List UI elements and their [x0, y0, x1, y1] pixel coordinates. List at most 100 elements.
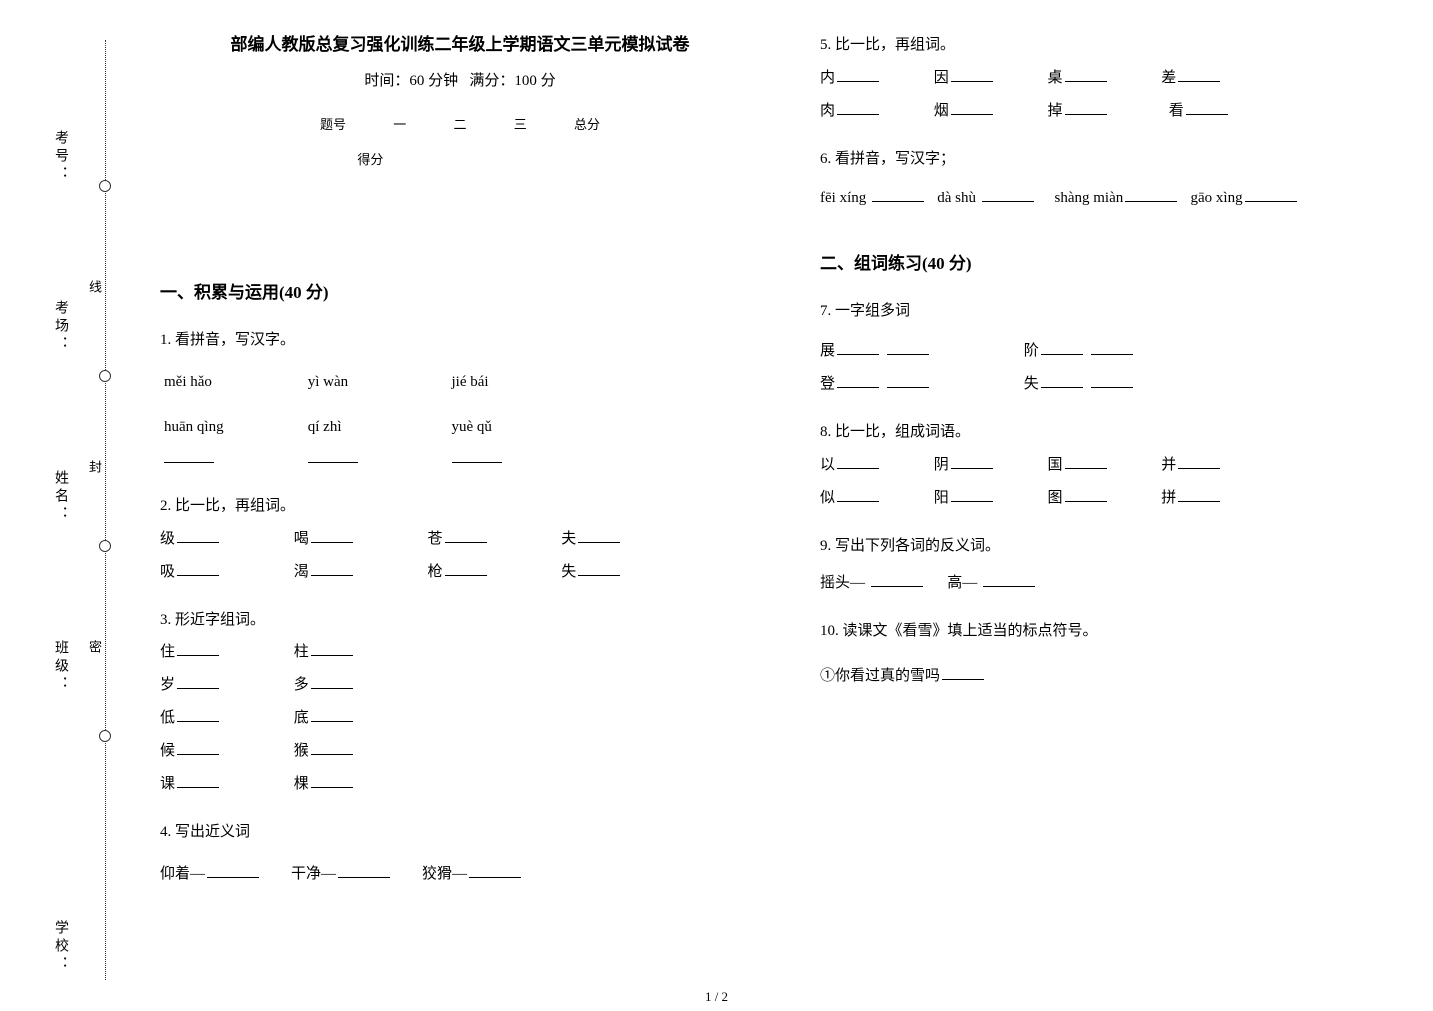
answer-blank[interactable]: [887, 340, 929, 355]
answer-blank[interactable]: [207, 863, 259, 878]
pinyin: huān qìng: [164, 412, 304, 444]
answer-blank[interactable]: [887, 373, 929, 388]
col-1: 一: [393, 114, 406, 133]
char: 阳: [934, 490, 949, 506]
answer-blank[interactable]: [942, 665, 984, 680]
answer-blank[interactable]: [982, 187, 1034, 202]
answer-blank[interactable]: [1186, 100, 1228, 115]
sealing-line-label: 封: [85, 460, 104, 479]
char: 内: [820, 70, 835, 86]
answer-blank[interactable]: [338, 863, 390, 878]
answer-blank[interactable]: [1065, 100, 1107, 115]
answer-blank[interactable]: [837, 340, 879, 355]
answer-blank[interactable]: [872, 187, 924, 202]
binding-circle: [99, 730, 111, 742]
answer-blank[interactable]: [1041, 340, 1083, 355]
word: 狡猾—: [422, 866, 467, 882]
char: 以: [820, 457, 835, 473]
answer-blank[interactable]: [177, 740, 219, 755]
char: 猴: [294, 743, 309, 759]
answer-blank[interactable]: [983, 572, 1035, 587]
answer-blank[interactable]: [1065, 487, 1107, 502]
question-text: 3. 形近字组词。: [160, 605, 760, 637]
answer-blank[interactable]: [1065, 454, 1107, 469]
answer-blank[interactable]: [311, 561, 353, 576]
answer-blank[interactable]: [177, 773, 219, 788]
sentence: ①你看过真的雪吗: [820, 668, 940, 684]
answer-blank[interactable]: [951, 487, 993, 502]
char: 肉: [820, 103, 835, 119]
field-school: 学校：: [50, 920, 70, 974]
answer-blank[interactable]: [311, 740, 353, 755]
answer-blank[interactable]: [311, 707, 353, 722]
answer-blank[interactable]: [311, 641, 353, 656]
answer-blank[interactable]: [837, 373, 879, 388]
time-label: 时间：60 分钟: [364, 73, 458, 89]
answer-blank[interactable]: [837, 454, 879, 469]
binding-circle: [99, 370, 111, 382]
answer-blank[interactable]: [1178, 487, 1220, 502]
char: 喝: [294, 531, 309, 547]
field-class: 班级：: [50, 640, 70, 694]
char: 岁: [160, 677, 175, 693]
question-text: 7. 一字组多词: [820, 296, 1420, 328]
answer-blank[interactable]: [1091, 373, 1133, 388]
answer-blank[interactable]: [1125, 187, 1177, 202]
answer-blank[interactable]: [951, 67, 993, 82]
binding-circle: [99, 540, 111, 552]
question-8: 8. 比一比，组成词语。 以 阴 国 并 似 阳 图 拼: [820, 417, 1420, 515]
sealing-line-label: 线: [85, 280, 104, 299]
char: 低: [160, 710, 175, 726]
answer-blank[interactable]: [837, 67, 879, 82]
answer-blank[interactable]: [164, 448, 214, 463]
char: 失: [1024, 376, 1039, 392]
score-header-row: 题号 一 二 三 总分: [160, 114, 760, 133]
word: 高—: [947, 575, 977, 591]
question-10: 10. 读课文《看雪》填上适当的标点符号。 ①你看过真的雪吗: [820, 616, 1420, 693]
word: 仰着—: [160, 866, 205, 882]
answer-blank[interactable]: [578, 561, 620, 576]
full-score-label: 满分：100 分: [469, 73, 555, 89]
exam-meta: 时间：60 分钟 满分：100 分: [160, 69, 760, 90]
question-text: 4. 写出近义词: [160, 817, 760, 849]
answer-blank[interactable]: [177, 561, 219, 576]
answer-blank[interactable]: [452, 448, 502, 463]
char: 多: [294, 677, 309, 693]
question-text: 10. 读课文《看雪》填上适当的标点符号。: [820, 616, 1420, 648]
col-title: 题号: [320, 114, 346, 133]
answer-blank[interactable]: [951, 100, 993, 115]
question-3: 3. 形近字组词。 住 柱 岁 多 低 底 候 猴 课 棵: [160, 605, 760, 802]
answer-blank[interactable]: [445, 528, 487, 543]
answer-blank[interactable]: [951, 454, 993, 469]
answer-blank[interactable]: [1091, 340, 1133, 355]
answer-blank[interactable]: [837, 100, 879, 115]
char: 拼: [1161, 490, 1176, 506]
answer-blank[interactable]: [1041, 373, 1083, 388]
word: 干净—: [291, 866, 336, 882]
char: 登: [820, 376, 835, 392]
answer-blank[interactable]: [871, 572, 923, 587]
answer-blank[interactable]: [1178, 454, 1220, 469]
answer-blank[interactable]: [177, 641, 219, 656]
answer-blank[interactable]: [578, 528, 620, 543]
answer-blank[interactable]: [837, 487, 879, 502]
char: 棵: [294, 776, 309, 792]
answer-blank[interactable]: [177, 707, 219, 722]
answer-blank[interactable]: [308, 448, 358, 463]
pinyin: jié bái: [452, 367, 592, 399]
answer-blank[interactable]: [311, 674, 353, 689]
char: 住: [160, 644, 175, 660]
answer-blank[interactable]: [177, 674, 219, 689]
answer-blank[interactable]: [1065, 67, 1107, 82]
char: 渴: [294, 564, 309, 580]
char: 夫: [561, 531, 576, 547]
answer-blank[interactable]: [445, 561, 487, 576]
answer-blank[interactable]: [311, 773, 353, 788]
char: 图: [1048, 490, 1063, 506]
answer-blank[interactable]: [1245, 187, 1297, 202]
answer-blank[interactable]: [311, 528, 353, 543]
answer-blank[interactable]: [177, 528, 219, 543]
answer-blank[interactable]: [469, 863, 521, 878]
answer-blank[interactable]: [1178, 67, 1220, 82]
pinyin: yì wàn: [308, 367, 448, 399]
